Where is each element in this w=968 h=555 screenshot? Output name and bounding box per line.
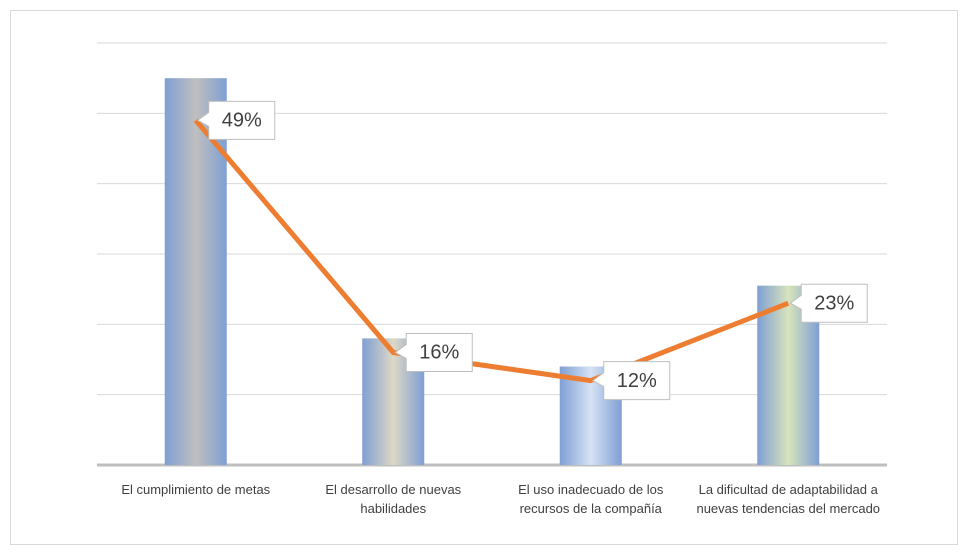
data-label-box bbox=[591, 361, 671, 401]
data-label-box bbox=[394, 332, 473, 372]
data-label: 49% bbox=[222, 110, 262, 132]
x-tick-label: El desarrollo de nuevas habilidades bbox=[325, 482, 462, 516]
x-tick-label: La dificultad de adaptabilidad a nuevas … bbox=[696, 482, 881, 516]
x-tick-label: El uso inadecuado de los recursos de la … bbox=[518, 482, 664, 516]
x-tick-label: El cumplimiento de metas bbox=[121, 482, 271, 497]
data-label: 23% bbox=[814, 293, 854, 315]
data-label: 16% bbox=[419, 342, 459, 364]
data-label-box bbox=[789, 283, 868, 323]
line bbox=[193, 118, 790, 384]
data-label-box bbox=[196, 100, 276, 140]
data-label: 12% bbox=[617, 370, 657, 392]
